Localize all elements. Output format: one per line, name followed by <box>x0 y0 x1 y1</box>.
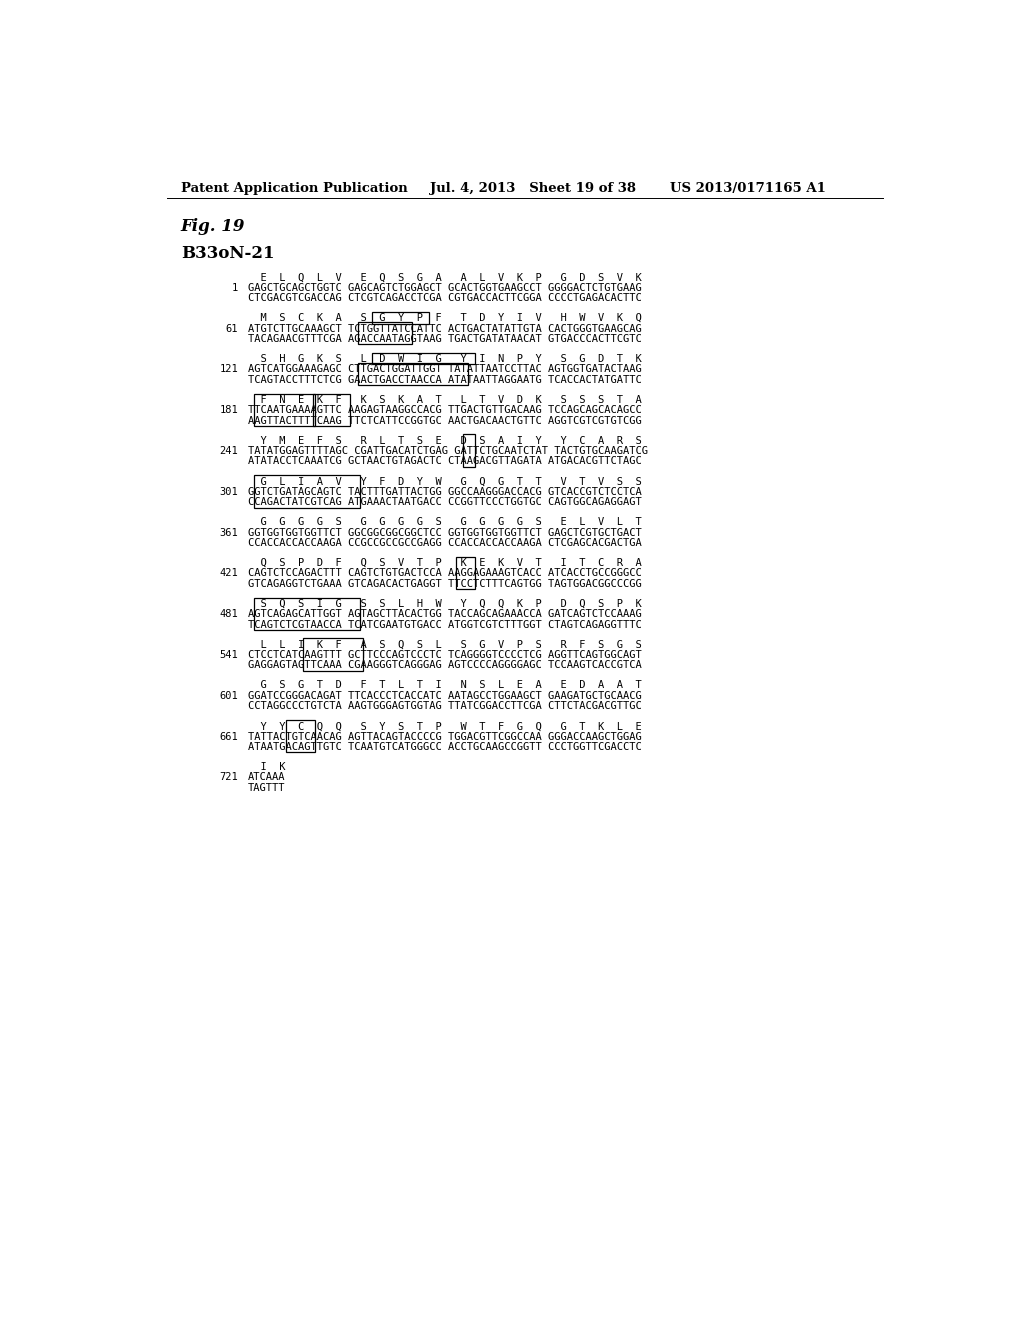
Bar <box>358 322 412 345</box>
Text: Y  Y  C  Q  Q   S  Y  S  T  P   W  T  F  G  Q   G  T  K  L  E: Y Y C Q Q S Y S T P W T F G Q G T K L E <box>248 721 642 731</box>
Text: ATATACCTCAAATCG GCTAACTGTAGACTC CTAAGACGTTAGATA ATGACACGTTCTAGC: ATATACCTCAAATCG GCTAACTGTAGACTC CTAAGACG… <box>248 457 642 466</box>
Text: Fig. 19: Fig. 19 <box>180 218 245 235</box>
Text: 601: 601 <box>219 690 238 701</box>
Text: 61: 61 <box>225 323 238 334</box>
Text: TCAGTACCTTTCTCG GAACTGACCTAACCA ATATAATTAGGAATG TCACCACTATGATTC: TCAGTACCTTTCTCG GAACTGACCTAACCA ATATAATT… <box>248 375 642 384</box>
Text: CCAGACTATCGTCAG ATGAAACTAATGACC CCGGTTCCCTGGTGC CAGTGGCAGAGGAGT: CCAGACTATCGTCAG ATGAAACTAATGACC CCGGTTCC… <box>248 498 642 507</box>
Text: 1: 1 <box>231 282 238 293</box>
Text: CCTAGGCCCTGTCTA AAGTGGGAGTGGTAG TTATCGGACCTTCGA CTTCTACGACGTTGC: CCTAGGCCCTGTCTA AAGTGGGAGTGGTAG TTATCGGA… <box>248 701 642 711</box>
Text: L  L  I  K  F   A  S  Q  S  L   S  G  V  P  S   R  F  S  G  S: L L I K F A S Q S L S G V P S R F S G S <box>248 640 642 649</box>
Text: 541: 541 <box>219 649 238 660</box>
Text: AGTCATGGAAAGAGC CTTGACTGGATTGGT TATATTAATCCTTAC AGTGGTGATACTAAG: AGTCATGGAAAGAGC CTTGACTGGATTGGT TATATTAA… <box>248 364 642 375</box>
Text: 241: 241 <box>219 446 238 455</box>
Text: G  G  G  G  S   G  G  G  G  S   G  G  G  G  S   E  L  V  L  T: G G G G S G G G G S G G G G S E L V L T <box>248 517 642 527</box>
Text: GGTGGTGGTGGTTCT GGCGGCGGCGGCTCC GGTGGTGGTGGTTCT GAGCTCGTGCTGACT: GGTGGTGGTGGTTCT GGCGGCGGCGGCTCC GGTGGTGG… <box>248 528 642 537</box>
Bar <box>373 312 429 323</box>
Text: Patent Application Publication: Patent Application Publication <box>180 182 408 194</box>
Text: F  N  E  K  F   K  S  K  A  T   L  T  V  D  K   S  S  S  T  A: F N E K F K S K A T L T V D K S S S T A <box>248 395 642 405</box>
Bar <box>254 475 360 508</box>
Bar <box>303 639 364 671</box>
Text: M  S  C  K  A   S  G  Y  P  F   T  D  Y  I  V   H  W  V  K  Q: M S C K A S G Y P F T D Y I V H W V K Q <box>248 313 642 323</box>
Text: G  S  G  T  D   F  T  L  T  I   N  S  L  E  A   E  D  A  A  T: G S G T D F T L T I N S L E A E D A A T <box>248 681 642 690</box>
Bar <box>358 363 468 385</box>
Text: US 2013/0171165 A1: US 2013/0171165 A1 <box>671 182 826 194</box>
Text: CCACCACCACCAAGA CCGCCGCCGCCGAGG CCACCACCACCAAGA CTCGAGCACGACTGA: CCACCACCACCAAGA CCGCCGCCGCCGAGG CCACCACC… <box>248 539 642 548</box>
Bar <box>373 352 474 364</box>
Text: GTCAGAGGTCTGAAA GTCAGACACTGAGGT TTCCTCTTTCAGTGG TAGTGGACGGCCCGG: GTCAGAGGTCTGAAA GTCAGACACTGAGGT TTCCTCTT… <box>248 579 642 589</box>
Text: GGATCCGGGACAGAT TTCACCCTCACCATC AATAGCCTGGAAGCT GAAGATGCTGCAACG: GGATCCGGGACAGAT TTCACCCTCACCATC AATAGCCT… <box>248 690 642 701</box>
Text: ATCAAA: ATCAAA <box>248 772 286 783</box>
Text: TTCAATGAAAAGTTC AAGAGTAAGGCCACG TTGACTGTTGACAAG TCCAGCAGCACAGCC: TTCAATGAAAAGTTC AAGAGTAAGGCCACG TTGACTGT… <box>248 405 642 416</box>
Text: ATGTCTTGCAAAGCT TCTGGTTATCCATTC ACTGACTATATTGTA CACTGGGTGAAGCAG: ATGTCTTGCAAAGCT TCTGGTTATCCATTC ACTGACTA… <box>248 323 642 334</box>
Text: ATAATGACAGTTGTC TCAATGTCATGGGCC ACCTGCAAGCCGGTT CCCTGGTTCGACCTC: ATAATGACAGTTGTC TCAATGTCATGGGCC ACCTGCAA… <box>248 742 642 752</box>
Text: Y  M  E  F  S   R  L  T  S  E   D  S  A  I  Y   Y  C  A  R  S: Y M E F S R L T S E D S A I Y Y C A R S <box>248 436 642 446</box>
Bar <box>463 434 474 467</box>
Text: I  K: I K <box>248 762 286 772</box>
Text: CTCCTCATCAAGTTT GCTTCCCAGTCCCTC TCAGGGGTCCCCTCG AGGTTCAGTGGCAGT: CTCCTCATCAAGTTT GCTTCCCAGTCCCTC TCAGGGGT… <box>248 649 642 660</box>
Text: 481: 481 <box>219 610 238 619</box>
Text: GAGCTGCAGCTGGTC GAGCAGTCTGGAGCT GCACTGGTGAAGCCT GGGGACTCTGTGAAG: GAGCTGCAGCTGGTC GAGCAGTCTGGAGCT GCACTGGT… <box>248 282 642 293</box>
Bar <box>286 721 314 752</box>
Text: G  L  I  A  V   Y  F  D  Y  W   G  Q  G  T  T   V  T  V  S  S: G L I A V Y F D Y W G Q G T T V T V S S <box>248 477 642 486</box>
Text: 661: 661 <box>219 731 238 742</box>
Text: S  Q  S  I  G   S  S  L  H  W   Y  Q  Q  K  P   D  Q  S  P  K: S Q S I G S S L H W Y Q Q K P D Q S P K <box>248 599 642 609</box>
Text: CTCGACGTCGACCAG CTCGTCAGACCTCGA CGTGACCACTTCGGA CCCCTGAGACACTTC: CTCGACGTCGACCAG CTCGTCAGACCTCGA CGTGACCA… <box>248 293 642 304</box>
Bar <box>254 598 360 630</box>
Text: Q  S  P  D  F   Q  S  V  T  P   K  E  K  V  T   I  T  C  R  A: Q S P D F Q S V T P K E K V T I T C R A <box>248 558 642 568</box>
Text: 301: 301 <box>219 487 238 496</box>
Text: TACAGAACGTTTCGA AGACCAATAGGTAAG TGACTGATATAACAT GTGACCCACTTCGTC: TACAGAACGTTTCGA AGACCAATAGGTAAG TGACTGAT… <box>248 334 642 345</box>
Text: CAGTCTCCAGACTTT CAGTCTGTGACTCCA AAGGAGAAAGTCACC ATCACCTGCCGGGCC: CAGTCTCCAGACTTT CAGTCTGTGACTCCA AAGGAGAA… <box>248 569 642 578</box>
Text: AAGTTACTTTTCAAG TTCTCATTCCGGTGC AACTGACAACTGTTC AGGTCGTCGTGTCGG: AAGTTACTTTTCAAG TTCTCATTCCGGTGC AACTGACA… <box>248 416 642 425</box>
Text: TAGTTT: TAGTTT <box>248 783 286 793</box>
Text: 361: 361 <box>219 528 238 537</box>
Text: 421: 421 <box>219 569 238 578</box>
Text: B33oN-21: B33oN-21 <box>180 246 274 263</box>
Text: S  H  G  K  S   L  D  W  I  G   Y  I  N  P  Y   S  G  D  T  K: S H G K S L D W I G Y I N P Y S G D T K <box>248 354 642 364</box>
Text: AGTCAGAGCATTGGT AGTAGCTTACACTGG TACCAGCAGAAACCA GATCAGTCTCCAAAG: AGTCAGAGCATTGGT AGTAGCTTACACTGG TACCAGCA… <box>248 610 642 619</box>
Text: TATATGGAGTTTTAGC CGATTGACATCTGAG GATTCTGCAATCTAT TACTGTGCAAGATCG: TATATGGAGTTTTAGC CGATTGACATCTGAG GATTCTG… <box>248 446 648 455</box>
Text: GGTCTGATAGCAGTC TACTTTGATTACTGG GGCCAAGGGACCACG GTCACCGTCTCCTCA: GGTCTGATAGCAGTC TACTTTGATTACTGG GGCCAAGG… <box>248 487 642 496</box>
Text: Jul. 4, 2013   Sheet 19 of 38: Jul. 4, 2013 Sheet 19 of 38 <box>430 182 636 194</box>
Text: GAGGAGTAGTTCAAA CGAAGGGTCAGGGAG AGTCCCCAGGGGAGC TCCAAGTCACCGTCA: GAGGAGTAGTTCAAA CGAAGGGTCAGGGAG AGTCCCCA… <box>248 660 642 671</box>
Bar <box>456 557 474 589</box>
Text: E  L  Q  L  V   E  Q  S  G  A   A  L  V  K  P   G  D  S  V  K: E L Q L V E Q S G A A L V K P G D S V K <box>248 272 642 282</box>
Bar <box>254 393 314 426</box>
Bar <box>313 393 349 426</box>
Text: 121: 121 <box>219 364 238 375</box>
Text: 181: 181 <box>219 405 238 416</box>
Text: TCAGTCTCGTAACCA TCATCGAATGTGACC ATGGTCGTCTTTGGT CTAGTCAGAGGTTTC: TCAGTCTCGTAACCA TCATCGAATGTGACC ATGGTCGT… <box>248 619 642 630</box>
Text: TATTACTGTCAACAG AGTTACAGTACCCCG TGGACGTTCGGCCAA GGGACCAAGCTGGAG: TATTACTGTCAACAG AGTTACAGTACCCCG TGGACGTT… <box>248 731 642 742</box>
Text: 721: 721 <box>219 772 238 783</box>
